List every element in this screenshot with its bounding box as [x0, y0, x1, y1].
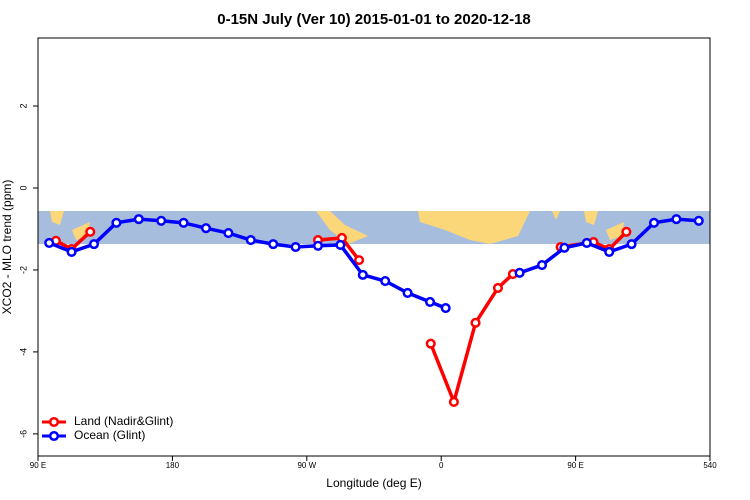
data-point — [111, 217, 122, 228]
y-tick-label: 0 — [18, 185, 28, 190]
data-point — [44, 237, 55, 248]
data-point — [424, 296, 436, 307]
data-point — [156, 215, 167, 226]
data-point — [268, 239, 279, 250]
data-point — [492, 282, 503, 294]
data-point — [621, 226, 632, 237]
series-line — [55, 230, 628, 408]
data-point — [354, 255, 365, 266]
data-point — [88, 239, 100, 250]
legend-label: Ocean (Glint) — [74, 428, 145, 442]
ocean-band — [38, 211, 710, 244]
data-point — [200, 223, 212, 234]
x-tick-label: 90 W — [297, 461, 316, 470]
map-band — [38, 211, 710, 244]
data-point — [626, 239, 637, 250]
data-point — [425, 338, 436, 349]
land-shapes — [50, 211, 624, 244]
data-point — [312, 240, 324, 251]
chart-title: 0-15N July (Ver 10) 2015-01-01 to 2020-1… — [217, 11, 531, 28]
legend-label: Land (Nadir&Glint) — [74, 414, 173, 428]
data-point — [581, 237, 592, 248]
y-tick-label: -4 — [18, 348, 28, 356]
data-point — [133, 214, 144, 225]
plot-frame — [37, 37, 711, 457]
data-point — [380, 275, 391, 287]
x-tick-label: 0 — [439, 461, 444, 470]
y-tick-label: -6 — [18, 430, 28, 438]
legend-marker — [48, 416, 60, 428]
data-point — [470, 317, 481, 328]
data-point — [693, 215, 704, 226]
data-point — [178, 217, 189, 228]
data-point — [85, 226, 96, 237]
x-axis-label: Longitude (deg E) — [326, 476, 421, 490]
data-point — [290, 241, 301, 253]
data-point — [66, 246, 77, 257]
y-axis-label: XCO2 - MLO trend (ppm) — [0, 180, 14, 315]
x-tick-label: 180 — [166, 461, 180, 470]
x-tick-label: 90 E — [567, 461, 583, 470]
data-point — [648, 217, 660, 228]
data-point — [514, 267, 525, 278]
y-tick-label: -2 — [18, 266, 28, 274]
data-point — [536, 259, 548, 271]
data-point — [604, 246, 615, 257]
data-point — [223, 228, 234, 239]
data-point — [335, 239, 346, 251]
x-tick-label: 90 E — [30, 461, 46, 470]
data-point — [671, 214, 682, 225]
data-point — [357, 269, 368, 280]
data-point — [559, 242, 570, 253]
data-point — [440, 303, 451, 314]
data-point — [402, 287, 413, 298]
y-tick-label: 2 — [18, 104, 28, 109]
legend-marker — [48, 430, 60, 442]
x-tick-label: 540 — [703, 461, 717, 470]
data-point — [245, 234, 256, 246]
data-point — [448, 396, 459, 407]
